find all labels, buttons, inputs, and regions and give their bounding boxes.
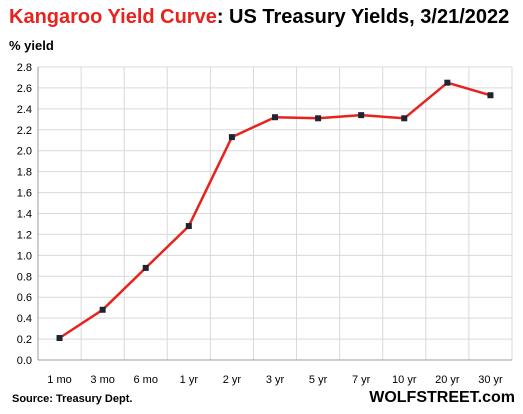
y-tick-label: 1.0 — [17, 250, 32, 262]
data-point-marker — [358, 112, 365, 119]
data-point-marker — [315, 115, 322, 122]
y-tick-label: 0.8 — [17, 271, 32, 283]
y-tick-label: 1.8 — [17, 167, 32, 179]
chart-title: Kangaroo Yield Curve: US Treasury Yields… — [9, 6, 509, 29]
source-note: Source: Treasury Dept. — [12, 393, 133, 405]
x-tick-label: 5 yr — [309, 374, 328, 386]
y-tick-label: 0.2 — [17, 334, 32, 346]
data-point-marker — [142, 264, 149, 271]
data-point-marker — [185, 223, 192, 230]
y-tick-label: 2.0 — [17, 146, 32, 158]
y-tick-label: 2.6 — [17, 83, 32, 95]
x-tick-label: 3 mo — [90, 374, 114, 386]
data-point-marker — [444, 79, 451, 86]
y-tick-label: 1.2 — [17, 229, 32, 241]
x-tick-labels: 1 mo 3 mo 6 mo 1 yr 2 yr 3 yr 5 yr 7 yr 10 yr 20 … — [47, 374, 503, 386]
x-tick-label: 10 yr — [392, 374, 417, 386]
y-tick-label: 2.8 — [17, 62, 32, 74]
y-tick-label: 0.0 — [17, 355, 32, 367]
y-tick-label: 0.6 — [17, 292, 32, 304]
chart-title-accent: Kangaroo Yield Curve — [9, 6, 217, 28]
y-tick-label: 2.2 — [17, 125, 32, 137]
y-axis-label: % yield — [9, 38, 54, 53]
data-point-marker — [272, 114, 278, 121]
grid-lines — [37, 66, 513, 360]
x-tick-label: 30 yr — [478, 374, 503, 386]
x-tick-label: 1 yr — [180, 374, 199, 386]
y-tick-label: 2.4 — [17, 104, 32, 116]
y-tick-label: 0.4 — [17, 313, 32, 325]
x-tick-label: 1 mo — [47, 374, 71, 386]
axes — [37, 67, 512, 361]
y-tick-labels: 0.0 0.2 0.4 0.6 0.8 1.0 1.2 1.4 1.6 1.8 2.0 2.2 2.4 2… — [17, 62, 32, 367]
data-point-marker — [56, 335, 63, 342]
x-tick-label: 20 yr — [435, 374, 460, 386]
y-tick-label: 1.6 — [17, 188, 32, 200]
data-point-marker — [401, 115, 408, 122]
brand-logo: WOLFSTREET.com — [369, 389, 515, 406]
y-tick-label: 1.4 — [17, 209, 32, 221]
data-point-marker — [99, 306, 106, 313]
x-tick-label: 6 mo — [133, 374, 157, 386]
data-point-marker — [487, 92, 494, 99]
x-tick-label: 7 yr — [352, 374, 371, 386]
chart-title-rest: : US Treasury Yields, 3/21/2022 — [216, 6, 510, 28]
marker-group — [56, 79, 494, 342]
x-tick-label: 3 yr — [266, 374, 285, 386]
data-point-marker — [228, 134, 235, 141]
x-tick-label: 2 yr — [223, 374, 242, 386]
